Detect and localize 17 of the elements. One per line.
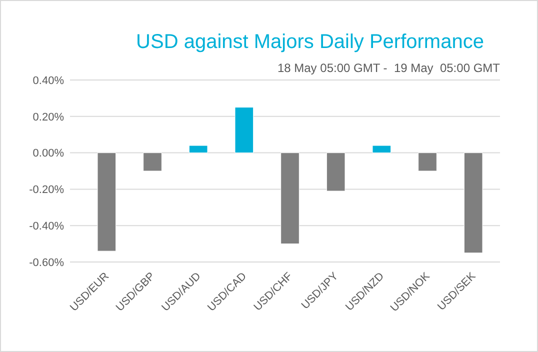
- bar: [97, 152, 116, 252]
- bar: [464, 152, 483, 254]
- bar: [234, 107, 254, 154]
- bar: [143, 152, 162, 172]
- bar: [326, 152, 346, 192]
- bar: [280, 152, 300, 244]
- y-tick-label: -0.40%: [29, 220, 64, 232]
- y-tick-label: -0.20%: [29, 184, 64, 196]
- chart-subtitle: 18 May 05:00 GMT - 19 May 05:00 GMT: [277, 61, 501, 75]
- y-tick-label: 0.40%: [32, 74, 64, 87]
- chart-title: USD against Majors Daily Performance: [136, 31, 484, 53]
- bar: [372, 145, 392, 154]
- y-tick-label: -0.60%: [29, 256, 64, 269]
- bar: [188, 145, 208, 154]
- y-tick-label: 0.20%: [32, 111, 64, 124]
- y-tick-label: 0.00%: [32, 148, 64, 160]
- bar: [418, 152, 437, 172]
